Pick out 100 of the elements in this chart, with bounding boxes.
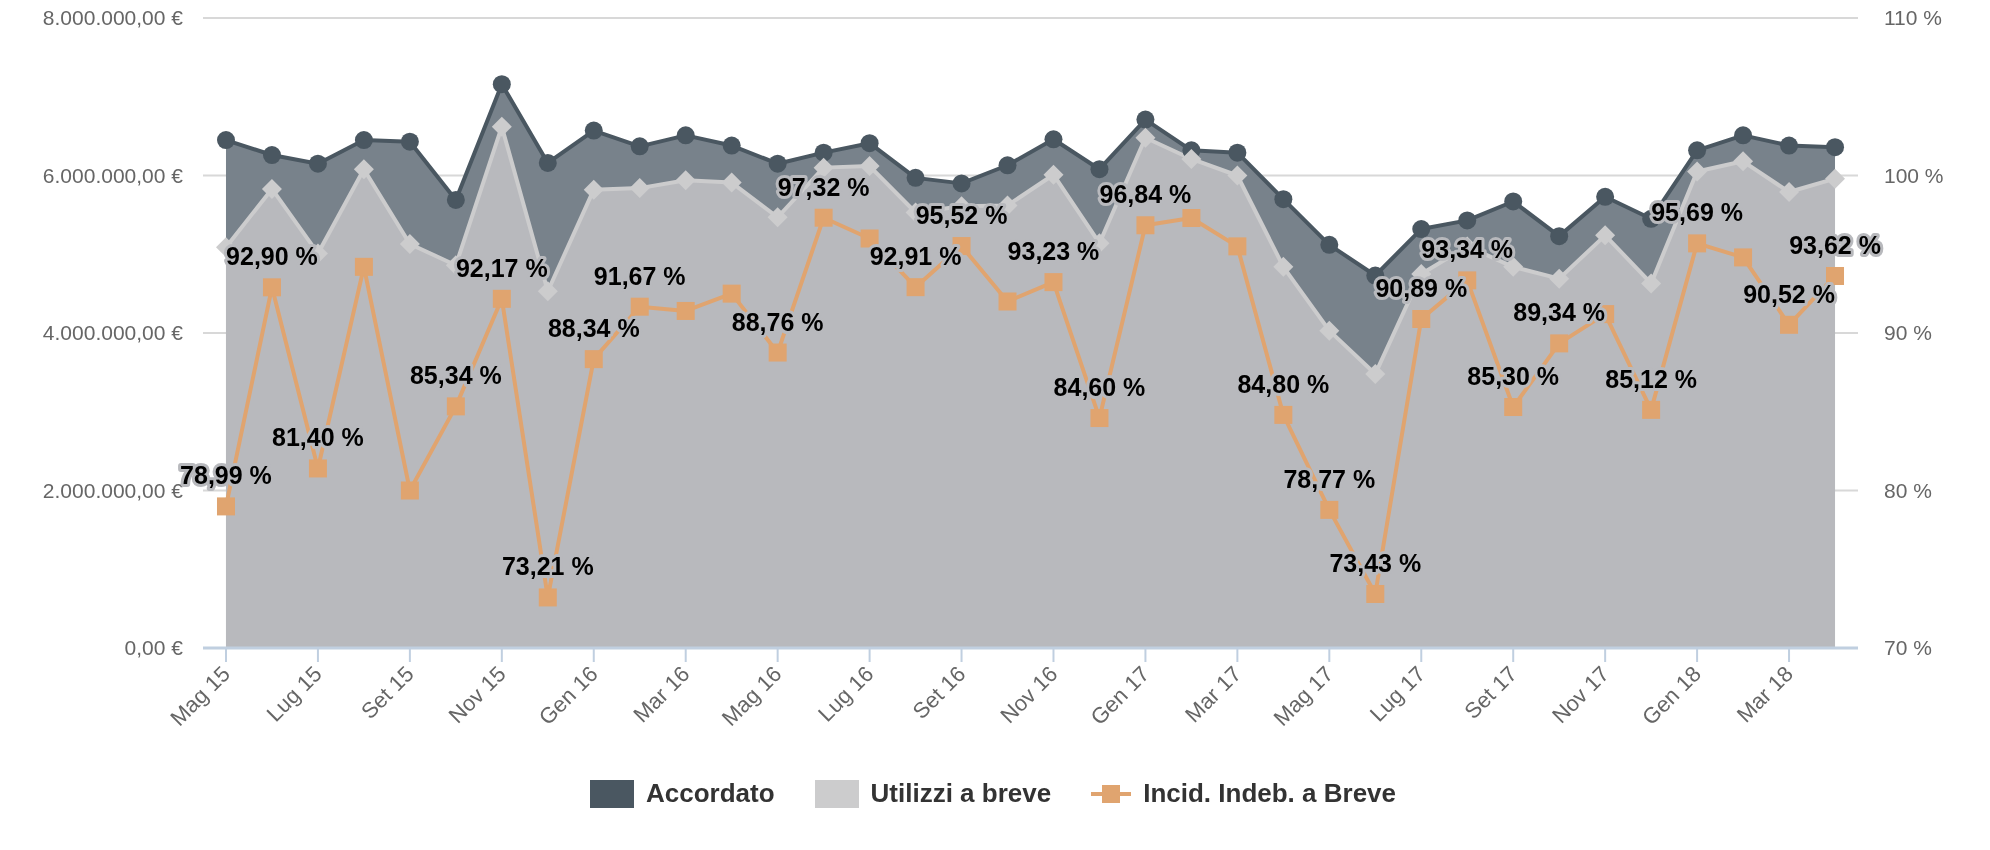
legend-label: Incid. Indeb. a Breve — [1143, 778, 1397, 809]
data-label: 81,40 % — [272, 423, 364, 452]
data-label: 88,34 % — [547, 314, 640, 343]
point — [1779, 182, 1800, 203]
point — [906, 278, 925, 297]
point — [1780, 315, 1799, 334]
y-tick-label: 8.000.000,00 € — [42, 6, 184, 30]
data-label: 91,67 % — [593, 261, 686, 290]
point — [583, 179, 604, 200]
point — [814, 208, 833, 227]
point — [722, 136, 741, 155]
x-tick-label: Lug 15 — [261, 661, 327, 727]
point — [1365, 363, 1386, 384]
point — [262, 146, 281, 165]
point — [538, 153, 557, 172]
x-tick-label: Mar 17 — [1180, 661, 1247, 728]
point — [353, 159, 374, 180]
point — [676, 301, 695, 320]
point — [1274, 190, 1293, 209]
data-label: 92,17 % — [455, 253, 548, 282]
point — [722, 284, 741, 303]
point — [721, 172, 742, 193]
point — [354, 131, 373, 150]
point — [1320, 500, 1339, 519]
point — [1228, 143, 1247, 162]
data-label: 92,90 % — [226, 242, 318, 271]
x-tick-label: Set 15 — [356, 661, 419, 724]
x-tick-label: Nov 15 — [443, 661, 511, 729]
point — [1596, 187, 1615, 206]
point — [952, 174, 971, 193]
point — [768, 343, 787, 362]
point — [492, 289, 511, 308]
x-tick-label: Gen 18 — [1637, 661, 1706, 730]
point — [767, 207, 788, 228]
y2-tick-label: 100 % — [1884, 163, 1944, 187]
point — [1227, 165, 1248, 186]
x-tick-label: Nov 16 — [995, 661, 1063, 729]
point — [261, 178, 282, 199]
point — [1136, 110, 1155, 129]
y-tick-label: 0,00 € — [124, 636, 184, 660]
point — [630, 297, 649, 316]
data-label: 73,21 % — [501, 552, 594, 581]
data-label: 97,32 % — [777, 172, 870, 201]
legend-label: Accordato — [645, 778, 775, 809]
point — [1549, 268, 1570, 289]
point — [1688, 234, 1707, 253]
point — [859, 156, 880, 177]
point — [1366, 584, 1385, 603]
x-tick-label: Lug 16 — [813, 661, 879, 727]
y2-tick-label: 90 % — [1884, 321, 1932, 345]
point — [1595, 225, 1616, 246]
point — [1503, 256, 1524, 277]
x-tick-label: Gen 16 — [533, 661, 603, 730]
point — [1734, 248, 1753, 267]
point — [813, 157, 834, 178]
point — [1181, 148, 1202, 169]
x-tick-label: Set 17 — [1459, 661, 1523, 724]
point — [1090, 160, 1109, 179]
point — [1504, 192, 1523, 211]
point — [492, 75, 511, 94]
data-label: 84,80 % — [1237, 369, 1330, 398]
point — [537, 281, 558, 302]
point — [1412, 220, 1431, 239]
point — [216, 131, 235, 150]
point — [1412, 309, 1431, 328]
point — [1182, 209, 1201, 228]
point — [262, 278, 281, 297]
x-tick-label: Gen 17 — [1085, 661, 1155, 730]
point — [1641, 273, 1662, 294]
point — [584, 121, 603, 140]
data-label: 85,12 % — [1605, 364, 1697, 393]
y2-tick-label: 70 % — [1884, 636, 1932, 660]
point — [814, 143, 833, 162]
point — [768, 154, 787, 173]
y-tick-label: 4.000.000,00 € — [42, 321, 184, 345]
data-label: 84,60 % — [1053, 373, 1146, 402]
x-tick-label: Mag 15 — [165, 661, 235, 731]
data-label: 85,34 % — [409, 361, 502, 390]
point — [308, 459, 327, 478]
point — [1642, 400, 1661, 419]
point — [1136, 216, 1155, 235]
point — [1228, 237, 1247, 256]
point — [1826, 138, 1845, 157]
point — [1320, 235, 1339, 254]
data-label: 85,30 % — [1467, 362, 1560, 391]
point — [1044, 130, 1063, 149]
point — [491, 116, 512, 137]
point — [630, 137, 649, 156]
x-tick-label: Set 16 — [907, 661, 971, 724]
point — [1734, 126, 1753, 145]
legend-label: Utilizzi a breve — [870, 778, 1052, 809]
data-label: 95,52 % — [915, 201, 1008, 230]
point — [216, 497, 235, 516]
point — [400, 132, 419, 151]
x-tick-label: Nov 17 — [1547, 661, 1614, 729]
data-label: 88,76 % — [731, 307, 824, 336]
y2-tick-label: 80 % — [1884, 478, 1932, 502]
point — [1135, 127, 1156, 148]
point — [1274, 405, 1293, 424]
point — [1550, 227, 1569, 246]
